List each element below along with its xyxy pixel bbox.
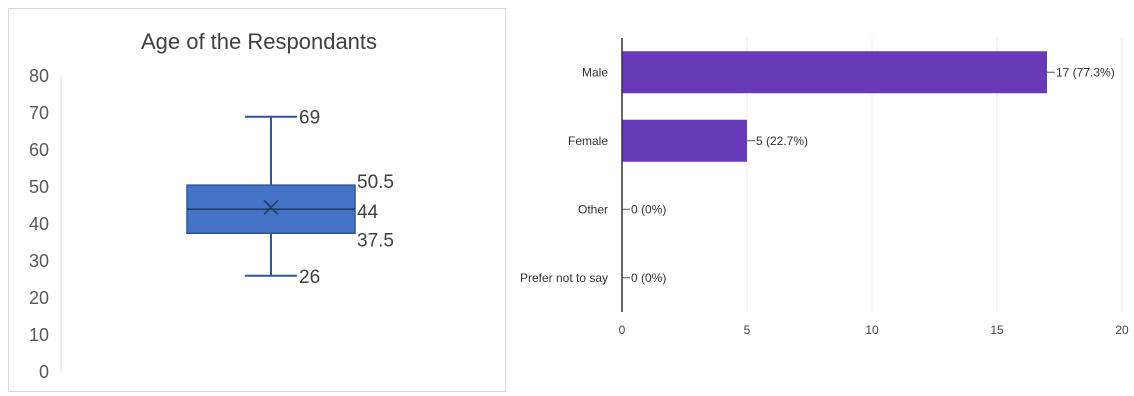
age-boxplot-chart: Age of the Respondants 0 10 20 30 40 50 60 70 80… bbox=[29, 29, 394, 382]
x-tick-label: 10 bbox=[865, 323, 879, 337]
value-label: 26 bbox=[299, 267, 320, 288]
x-tick-label: 20 bbox=[1115, 323, 1129, 337]
category-label: Male bbox=[582, 65, 608, 79]
category-label: Other bbox=[578, 202, 608, 216]
y-tick-label: 50 bbox=[29, 177, 49, 197]
bar bbox=[622, 51, 1047, 94]
chart-title: Age of the Respondants bbox=[141, 29, 377, 54]
data-label: 5 (22.7%) bbox=[756, 134, 808, 148]
y-tick-label: 30 bbox=[29, 251, 49, 271]
x-tick-label: 15 bbox=[990, 323, 1004, 337]
data-label: 17 (77.3%) bbox=[1056, 65, 1115, 79]
y-tick-label: 40 bbox=[29, 214, 49, 234]
y-tick-label: 0 bbox=[39, 362, 49, 382]
age-boxplot-panel: Age of the Respondants 0 10 20 30 40 50 60 70 80… bbox=[8, 8, 506, 392]
value-label: 69 bbox=[299, 108, 320, 129]
category-label: Female bbox=[568, 134, 608, 148]
y-tick-label: 60 bbox=[29, 140, 49, 160]
bar bbox=[622, 119, 747, 162]
mean-marker bbox=[263, 199, 279, 215]
y-tick-label: 20 bbox=[29, 288, 49, 308]
x-tick-label: 0 bbox=[619, 323, 626, 337]
gender-bar-chart: 0 5 10 15 20 Male 17 (77.3%) Female 5 (22.7%) Oth… bbox=[520, 38, 1129, 337]
x-tick-label: 5 bbox=[744, 323, 751, 337]
value-label: 37.5 bbox=[357, 230, 394, 251]
category-label: Prefer not to say bbox=[520, 271, 608, 285]
gender-bar-panel: 0 5 10 15 20 Male 17 (77.3%) Female 5 (22.7%) Oth… bbox=[508, 8, 1132, 390]
y-tick-label: 70 bbox=[29, 103, 49, 123]
value-label: 50.5 bbox=[357, 172, 394, 193]
y-tick-label: 10 bbox=[29, 325, 49, 345]
y-tick-label: 80 bbox=[29, 66, 49, 86]
data-label: 0 (0%) bbox=[631, 202, 666, 216]
value-label: 44 bbox=[357, 202, 379, 223]
data-label: 0 (0%) bbox=[631, 271, 666, 285]
